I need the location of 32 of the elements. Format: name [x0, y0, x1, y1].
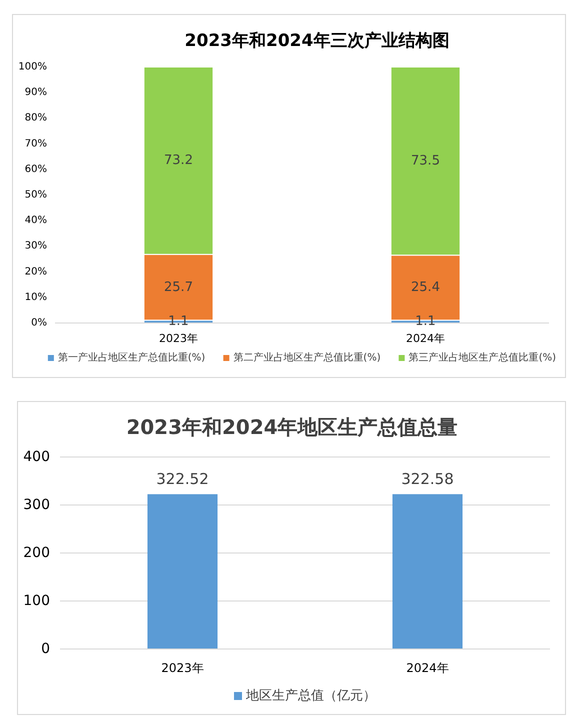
- y-tick-label: 200: [23, 545, 50, 561]
- data-label: 322.58: [401, 470, 454, 488]
- data-label: 73.5: [411, 154, 440, 169]
- y-tick-label: 70%: [24, 138, 47, 150]
- y-tick-label: 40%: [24, 215, 47, 226]
- y-tick-label: 0%: [31, 318, 47, 328]
- y-tick-label: 50%: [24, 190, 47, 200]
- y-tick-label: 300: [23, 497, 50, 513]
- data-label: 25.4: [411, 280, 440, 296]
- legend-label: 第一产业占地区生产总值比重(%): [58, 352, 206, 364]
- x-tick-label: 2024年: [406, 332, 445, 345]
- legend-label: 地区生产总值（亿元）: [245, 688, 376, 704]
- y-tick-label: 90%: [24, 87, 47, 98]
- y-tick-label: 60%: [24, 164, 47, 175]
- x-tick-label: 2023年: [159, 332, 198, 345]
- legend-label: 第二产业占地区生产总值比重(%): [233, 352, 381, 364]
- y-tick-label: 0: [41, 641, 50, 657]
- chart-title: 2023年和2024年三次产业结构图: [184, 31, 450, 51]
- legend-label: 第三产业占地区生产总值比重(%): [408, 352, 556, 364]
- y-tick-label: 100: [23, 593, 50, 609]
- y-tick-label: 10%: [24, 292, 47, 303]
- y-tick-label: 400: [23, 449, 50, 465]
- x-tick-label: 2023年: [161, 661, 204, 675]
- data-label: 25.7: [164, 280, 193, 295]
- y-tick-label: 20%: [24, 266, 47, 278]
- y-tick-label: 80%: [24, 112, 47, 124]
- x-tick-label: 2024年: [406, 661, 449, 675]
- y-tick-label: 30%: [24, 240, 47, 252]
- data-label: 322.52: [156, 470, 209, 488]
- data-label: 73.2: [164, 153, 193, 168]
- y-tick-label: 100%: [18, 62, 47, 72]
- chart-title: 2023年和2024年地区生产总值总量: [126, 415, 458, 439]
